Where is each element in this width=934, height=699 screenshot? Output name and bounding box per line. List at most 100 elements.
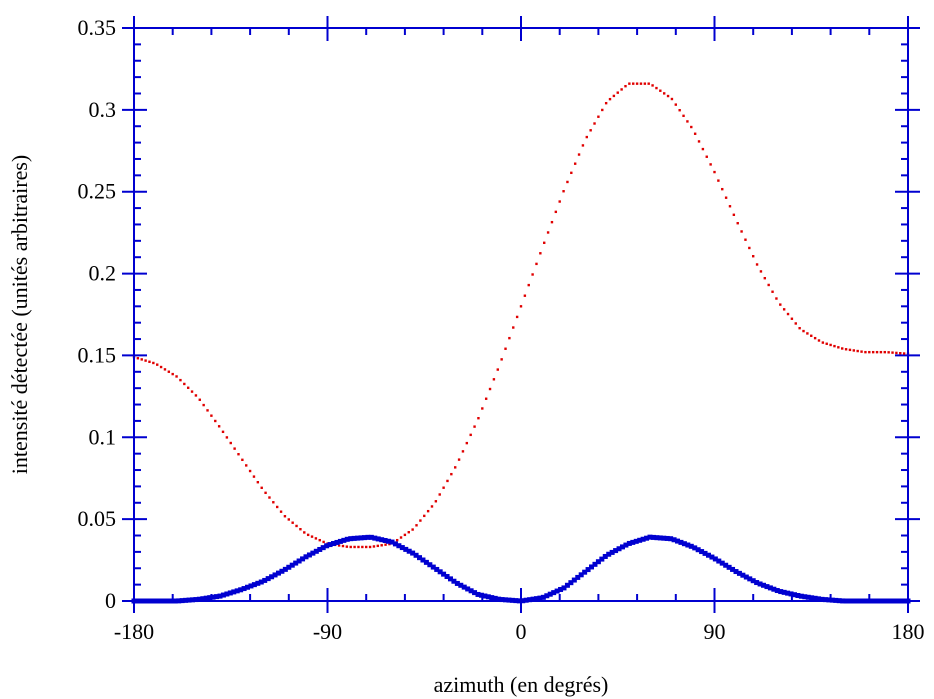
data-point <box>637 537 643 543</box>
data-point <box>386 538 392 544</box>
data-point <box>537 595 543 601</box>
data-point <box>365 545 368 549</box>
data-point <box>624 84 627 88</box>
data-point <box>724 196 728 199</box>
data-point <box>581 144 585 147</box>
data-point <box>361 545 364 549</box>
data-point <box>527 283 530 287</box>
data-point <box>473 425 476 428</box>
data-point <box>317 546 323 552</box>
data-point <box>589 564 595 570</box>
data-point <box>813 336 817 340</box>
data-point <box>451 578 457 584</box>
data-point <box>755 263 759 266</box>
data-point <box>767 585 773 591</box>
data-point <box>496 368 499 371</box>
data-point <box>194 394 198 397</box>
data-point <box>345 545 349 548</box>
data-point <box>833 344 836 348</box>
data-point <box>399 545 405 551</box>
data-point <box>895 351 898 355</box>
data-point <box>388 542 391 546</box>
data-point <box>179 378 182 382</box>
data-point <box>788 591 794 597</box>
data-point <box>597 115 600 118</box>
data-point <box>419 519 422 522</box>
data-point <box>662 92 666 95</box>
data-point <box>654 535 660 541</box>
data-point <box>802 329 805 333</box>
data-point <box>508 336 511 340</box>
data-point <box>701 147 705 151</box>
data-point <box>231 589 237 595</box>
data-point <box>623 542 629 548</box>
data-point <box>224 591 230 597</box>
data-point <box>822 597 828 603</box>
data-point <box>478 592 484 598</box>
data-point <box>705 552 711 558</box>
data-point <box>841 347 844 350</box>
data-point <box>314 537 318 540</box>
data-point <box>554 588 560 594</box>
data-point <box>697 140 701 143</box>
data-point <box>296 558 302 564</box>
data-point <box>686 120 689 123</box>
data-point <box>809 595 815 601</box>
data-point <box>423 514 426 518</box>
data-point <box>279 510 283 513</box>
data-point <box>728 205 732 208</box>
data-point <box>392 541 398 547</box>
data-point <box>399 536 403 539</box>
data-point <box>868 350 871 354</box>
data-point <box>207 595 213 601</box>
data-point <box>539 252 542 255</box>
data-point <box>306 552 312 558</box>
data-point <box>575 574 581 580</box>
data-point <box>655 86 658 90</box>
data-point <box>771 586 777 592</box>
data-point <box>612 94 616 98</box>
data-point <box>477 416 480 420</box>
data-point <box>210 414 213 417</box>
data-point <box>488 387 492 391</box>
data-point <box>447 576 453 582</box>
data-point <box>482 593 488 599</box>
data-point <box>279 568 285 574</box>
data-point <box>730 566 736 572</box>
data-point <box>810 334 813 337</box>
data-point <box>295 524 298 528</box>
data-point <box>396 543 402 549</box>
data-point <box>233 447 236 450</box>
data-point <box>599 556 605 562</box>
data-point <box>282 566 288 572</box>
data-point <box>189 597 195 603</box>
data-point <box>237 453 240 456</box>
data-point <box>736 570 742 576</box>
data-point <box>380 544 383 547</box>
x-axis-label: azimuth (en degrés) <box>434 672 609 697</box>
data-point <box>417 555 423 561</box>
data-point <box>504 347 507 350</box>
data-point <box>821 341 825 344</box>
data-point <box>747 576 753 582</box>
data-point <box>500 358 503 361</box>
data-point <box>825 342 828 345</box>
data-point <box>732 213 736 216</box>
data-point <box>484 397 488 400</box>
data-point <box>163 368 167 371</box>
data-point <box>272 572 278 578</box>
data-point <box>790 317 794 320</box>
data-point <box>503 597 509 603</box>
data-point <box>608 97 612 101</box>
data-point <box>202 403 205 407</box>
data-point <box>705 155 708 158</box>
data-point <box>798 326 801 330</box>
data-point <box>752 255 755 258</box>
data-point <box>368 545 372 549</box>
data-point <box>183 382 186 386</box>
data-point <box>829 343 832 347</box>
data-point <box>229 441 232 445</box>
data-point <box>535 262 538 266</box>
data-point <box>411 528 414 531</box>
